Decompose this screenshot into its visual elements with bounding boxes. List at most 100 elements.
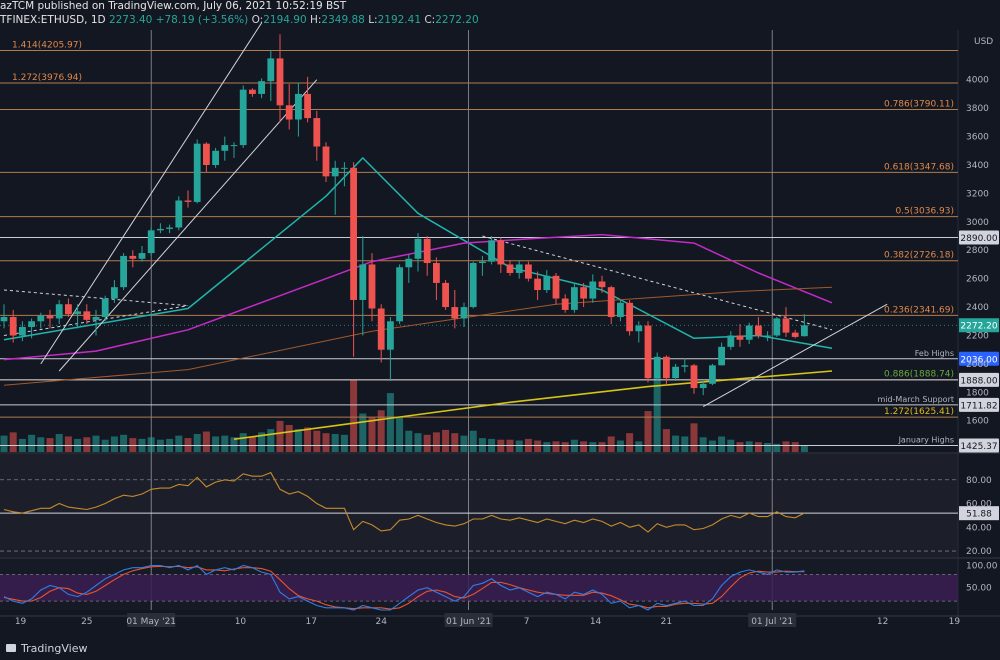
- candle-body: [37, 315, 45, 322]
- candle-body: [359, 264, 367, 300]
- candle-body: [801, 325, 808, 337]
- x-tick-highlight: [127, 613, 176, 627]
- candle-body: [28, 321, 35, 327]
- volume-bar: [120, 434, 128, 452]
- volume-bar: [699, 437, 707, 452]
- volume-bar: [478, 438, 486, 452]
- volume-bar: [800, 445, 808, 452]
- candle-body: [653, 356, 661, 379]
- brand-name: TradingView: [21, 642, 88, 655]
- ma100-line: [3, 286, 833, 386]
- volume-bar: [83, 437, 91, 452]
- candle-body: [745, 325, 753, 340]
- ma20-line: [3, 157, 833, 350]
- x-tick-label: 01 May '21: [126, 617, 176, 627]
- candle-body: [193, 143, 201, 202]
- price-tick-label: 1800: [966, 388, 989, 398]
- volume-bar: [442, 429, 450, 452]
- volume-bar: [221, 435, 229, 452]
- candle-body: [626, 302, 633, 332]
- descending-trendline: [482, 235, 833, 331]
- high-value: 2349.88: [321, 14, 365, 26]
- candle-body: [65, 304, 72, 315]
- level-price-tag: [959, 351, 999, 366]
- low-label: L:: [368, 14, 378, 26]
- candle-body: [534, 278, 541, 291]
- candle-body: [497, 240, 505, 265]
- candle-body: [414, 238, 422, 259]
- candle-body: [451, 307, 459, 319]
- x-tick-label: 17: [306, 617, 317, 627]
- candle-body: [571, 287, 578, 310]
- volume-bar: [754, 442, 762, 452]
- candle-body: [350, 167, 357, 300]
- candle-body: [469, 263, 477, 308]
- candle-body: [387, 321, 394, 350]
- rsi-value-tag-text: 51.88: [966, 510, 992, 520]
- candle-body: [433, 263, 440, 283]
- volume-bar: [616, 440, 624, 452]
- symbol-label[interactable]: TFINEX:ETHUSD, 1D: [0, 14, 106, 26]
- candle-body: [74, 311, 81, 315]
- candle-body: [607, 287, 615, 318]
- candle-body: [9, 317, 17, 336]
- candle-body: [442, 282, 449, 308]
- candle-body: [736, 335, 744, 340]
- volume-bar: [239, 433, 247, 452]
- level-price-tag-text: 1888.00: [960, 376, 997, 386]
- candle-body: [709, 365, 716, 384]
- candle-body: [331, 167, 339, 177]
- price-tick-label: 1600: [966, 417, 989, 427]
- fib-level-label: 1.414(4205.97): [12, 40, 82, 50]
- candle-body: [727, 335, 735, 347]
- candle-body: [690, 365, 698, 389]
- price-tick-label: 2600: [966, 275, 989, 285]
- close-label: C:: [424, 14, 436, 26]
- volume-bar: [635, 441, 643, 452]
- volume-bar: [110, 436, 118, 452]
- candle-body: [580, 287, 587, 299]
- candle-body: [138, 253, 146, 259]
- volume-bar: [432, 432, 440, 452]
- volume-bar: [147, 437, 155, 452]
- candle-body: [377, 308, 385, 350]
- price-tick-label: 4000: [966, 76, 989, 86]
- last-price: 2273.40: [108, 14, 153, 26]
- candle-body: [396, 267, 403, 322]
- candle-body: [304, 93, 311, 119]
- volume-bar: [598, 442, 606, 452]
- fib-level-label: 0.618(3347.68): [884, 162, 954, 172]
- candle-body: [0, 317, 8, 322]
- candle-body: [561, 298, 569, 310]
- candle-body: [239, 89, 247, 146]
- volume-bar: [0, 435, 8, 452]
- volume-bar: [267, 429, 275, 452]
- tradingview-logo[interactable]: TradingView: [6, 642, 87, 655]
- volume-bar: [129, 438, 137, 452]
- stoch-band: [0, 574, 958, 602]
- candle-body: [147, 230, 155, 254]
- volume-bar: [644, 411, 652, 452]
- publisher-text: azTCM published on TradingView.com, July…: [0, 0, 347, 12]
- candle-body: [341, 167, 348, 169]
- candle-body: [635, 325, 643, 332]
- volume-bar: [451, 433, 459, 452]
- volume-bar: [423, 434, 431, 452]
- candle-body: [322, 146, 330, 177]
- volume-bar: [350, 380, 358, 452]
- candle-body: [773, 318, 781, 336]
- candle-body: [368, 264, 376, 309]
- volume-bar: [92, 435, 100, 452]
- x-tick-label: 19: [949, 617, 961, 627]
- candle-body: [663, 356, 670, 379]
- level-price-tag: [959, 230, 999, 245]
- candle-body: [525, 264, 532, 279]
- fib-level-label: 0.886(1888.74): [884, 370, 954, 380]
- volume-bar: [736, 442, 744, 452]
- candle-body: [506, 264, 514, 273]
- volume-bar: [340, 434, 348, 452]
- volume-bar: [589, 442, 597, 452]
- rsi-tick-label: 40.00: [966, 523, 992, 533]
- candle-body: [543, 275, 551, 291]
